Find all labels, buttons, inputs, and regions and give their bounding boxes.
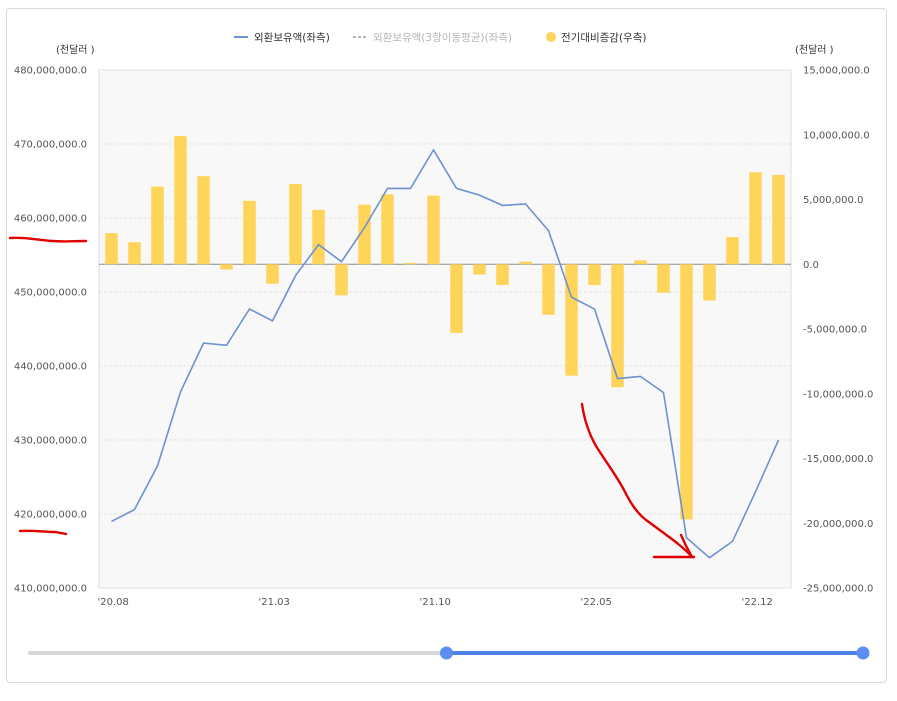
left-axis-tick-label: 470,000,000.0 bbox=[14, 140, 87, 151]
legend-item-line[interactable]: 외환보유액(좌측) bbox=[234, 32, 330, 44]
left-axis-unit: (천달러 ) bbox=[56, 44, 95, 56]
bar[interactable] bbox=[611, 264, 624, 388]
bar[interactable] bbox=[128, 242, 141, 265]
right-axis-tick-label: 5,000,000.0 bbox=[803, 195, 863, 206]
bar[interactable] bbox=[243, 200, 256, 265]
bar[interactable] bbox=[427, 195, 440, 265]
red-underline-460m bbox=[8, 236, 88, 243]
plot-area bbox=[98, 69, 792, 589]
left-axis-tick-label: 410,000,000.0 bbox=[14, 584, 87, 595]
legend-label-bar: 전기대비증감(우측) bbox=[561, 32, 646, 44]
grid-lines bbox=[99, 69, 791, 589]
legend-label-line: 외환보유액(좌측) bbox=[254, 32, 330, 44]
right-axis-tick-label: -15,000,000.0 bbox=[803, 454, 873, 465]
bar[interactable] bbox=[703, 264, 716, 301]
bar[interactable] bbox=[473, 264, 486, 275]
bar-series bbox=[105, 136, 785, 520]
legend-item-bar[interactable]: 전기대비증감(우측) bbox=[546, 32, 646, 44]
right-axis-tick-label: -25,000,000.0 bbox=[803, 584, 873, 595]
bar[interactable] bbox=[588, 264, 601, 285]
bar[interactable] bbox=[726, 237, 739, 265]
range-slider[interactable] bbox=[28, 646, 870, 660]
red-underline-420m bbox=[18, 529, 68, 536]
bar[interactable] bbox=[496, 264, 509, 285]
bar[interactable] bbox=[519, 261, 532, 265]
legend-label-moving-average: 외환보유액(3항이동평균)(좌측) bbox=[373, 32, 512, 44]
right-axis-tick-label: -20,000,000.0 bbox=[803, 519, 873, 530]
right-axis-tick-label: -10,000,000.0 bbox=[803, 389, 873, 400]
range-slider-handle-end[interactable] bbox=[856, 646, 870, 660]
bar[interactable] bbox=[680, 264, 693, 520]
x-axis-tick-label: '22.12 bbox=[742, 597, 773, 608]
right-axis-tick-label: 15,000,000.0 bbox=[803, 66, 870, 77]
left-axis-tick-label: 480,000,000.0 bbox=[14, 66, 87, 77]
bar[interactable] bbox=[105, 233, 118, 265]
red-annotations bbox=[8, 236, 696, 559]
bar[interactable] bbox=[358, 204, 371, 265]
right-axis-tick-label: -5,000,000.0 bbox=[803, 325, 867, 336]
left-axis-ticks: 480,000,000.0 470,000,000.0 460,000,000.0 4… bbox=[14, 66, 87, 595]
bar[interactable] bbox=[312, 209, 325, 265]
left-axis-tick-label: 450,000,000.0 bbox=[14, 288, 87, 299]
bar[interactable] bbox=[657, 264, 670, 293]
red-arrow-curve bbox=[580, 402, 694, 559]
bar[interactable] bbox=[335, 264, 348, 296]
right-axis-ticks: 15,000,000.0 10,000,000.0 5,000,000.0 0.0 -5… bbox=[803, 66, 873, 595]
range-slider-handle-start[interactable] bbox=[440, 646, 453, 660]
bar[interactable] bbox=[404, 262, 417, 265]
left-axis-tick-label: 430,000,000.0 bbox=[14, 436, 87, 447]
bar[interactable] bbox=[197, 176, 210, 265]
bar[interactable] bbox=[749, 172, 762, 265]
legend-item-moving-average[interactable]: 외환보유액(3항이동평균)(좌측) bbox=[353, 32, 512, 44]
right-axis-unit: (천달러 ) bbox=[795, 44, 834, 56]
bar[interactable] bbox=[151, 186, 164, 265]
legend-dot-swatch bbox=[546, 32, 556, 42]
bar[interactable] bbox=[174, 136, 187, 265]
bar[interactable] bbox=[450, 264, 463, 333]
x-axis-tick-label: '21.03 bbox=[259, 597, 290, 608]
red-arrowhead bbox=[679, 533, 694, 559]
x-axis-ticks: '20.08 '21.03 '21.10 '22.05 '22.12 bbox=[98, 597, 773, 608]
x-axis-tick-label: '21.10 bbox=[420, 597, 451, 608]
bar[interactable] bbox=[289, 183, 302, 265]
bar[interactable] bbox=[772, 174, 785, 265]
bar[interactable] bbox=[634, 260, 647, 265]
line-series[interactable] bbox=[111, 148, 780, 559]
bar[interactable] bbox=[220, 264, 233, 270]
x-axis-tick-label: '20.08 bbox=[98, 597, 129, 608]
right-axis-tick-label: 10,000,000.0 bbox=[803, 130, 870, 141]
left-axis-tick-label: 440,000,000.0 bbox=[14, 362, 87, 373]
legend: 외환보유액(좌측) 외환보유액(3항이동평균)(좌측) 전기대비증감(우측) bbox=[234, 32, 646, 44]
bar[interactable] bbox=[542, 264, 555, 315]
bar[interactable] bbox=[381, 194, 394, 265]
right-axis-tick-label: 0.0 bbox=[803, 260, 819, 271]
left-axis-tick-label: 460,000,000.0 bbox=[14, 214, 87, 225]
bar[interactable] bbox=[266, 264, 279, 284]
x-axis-tick-label: '22.05 bbox=[581, 597, 612, 608]
bar[interactable] bbox=[565, 264, 578, 376]
left-axis-tick-label: 420,000,000.0 bbox=[14, 510, 87, 521]
